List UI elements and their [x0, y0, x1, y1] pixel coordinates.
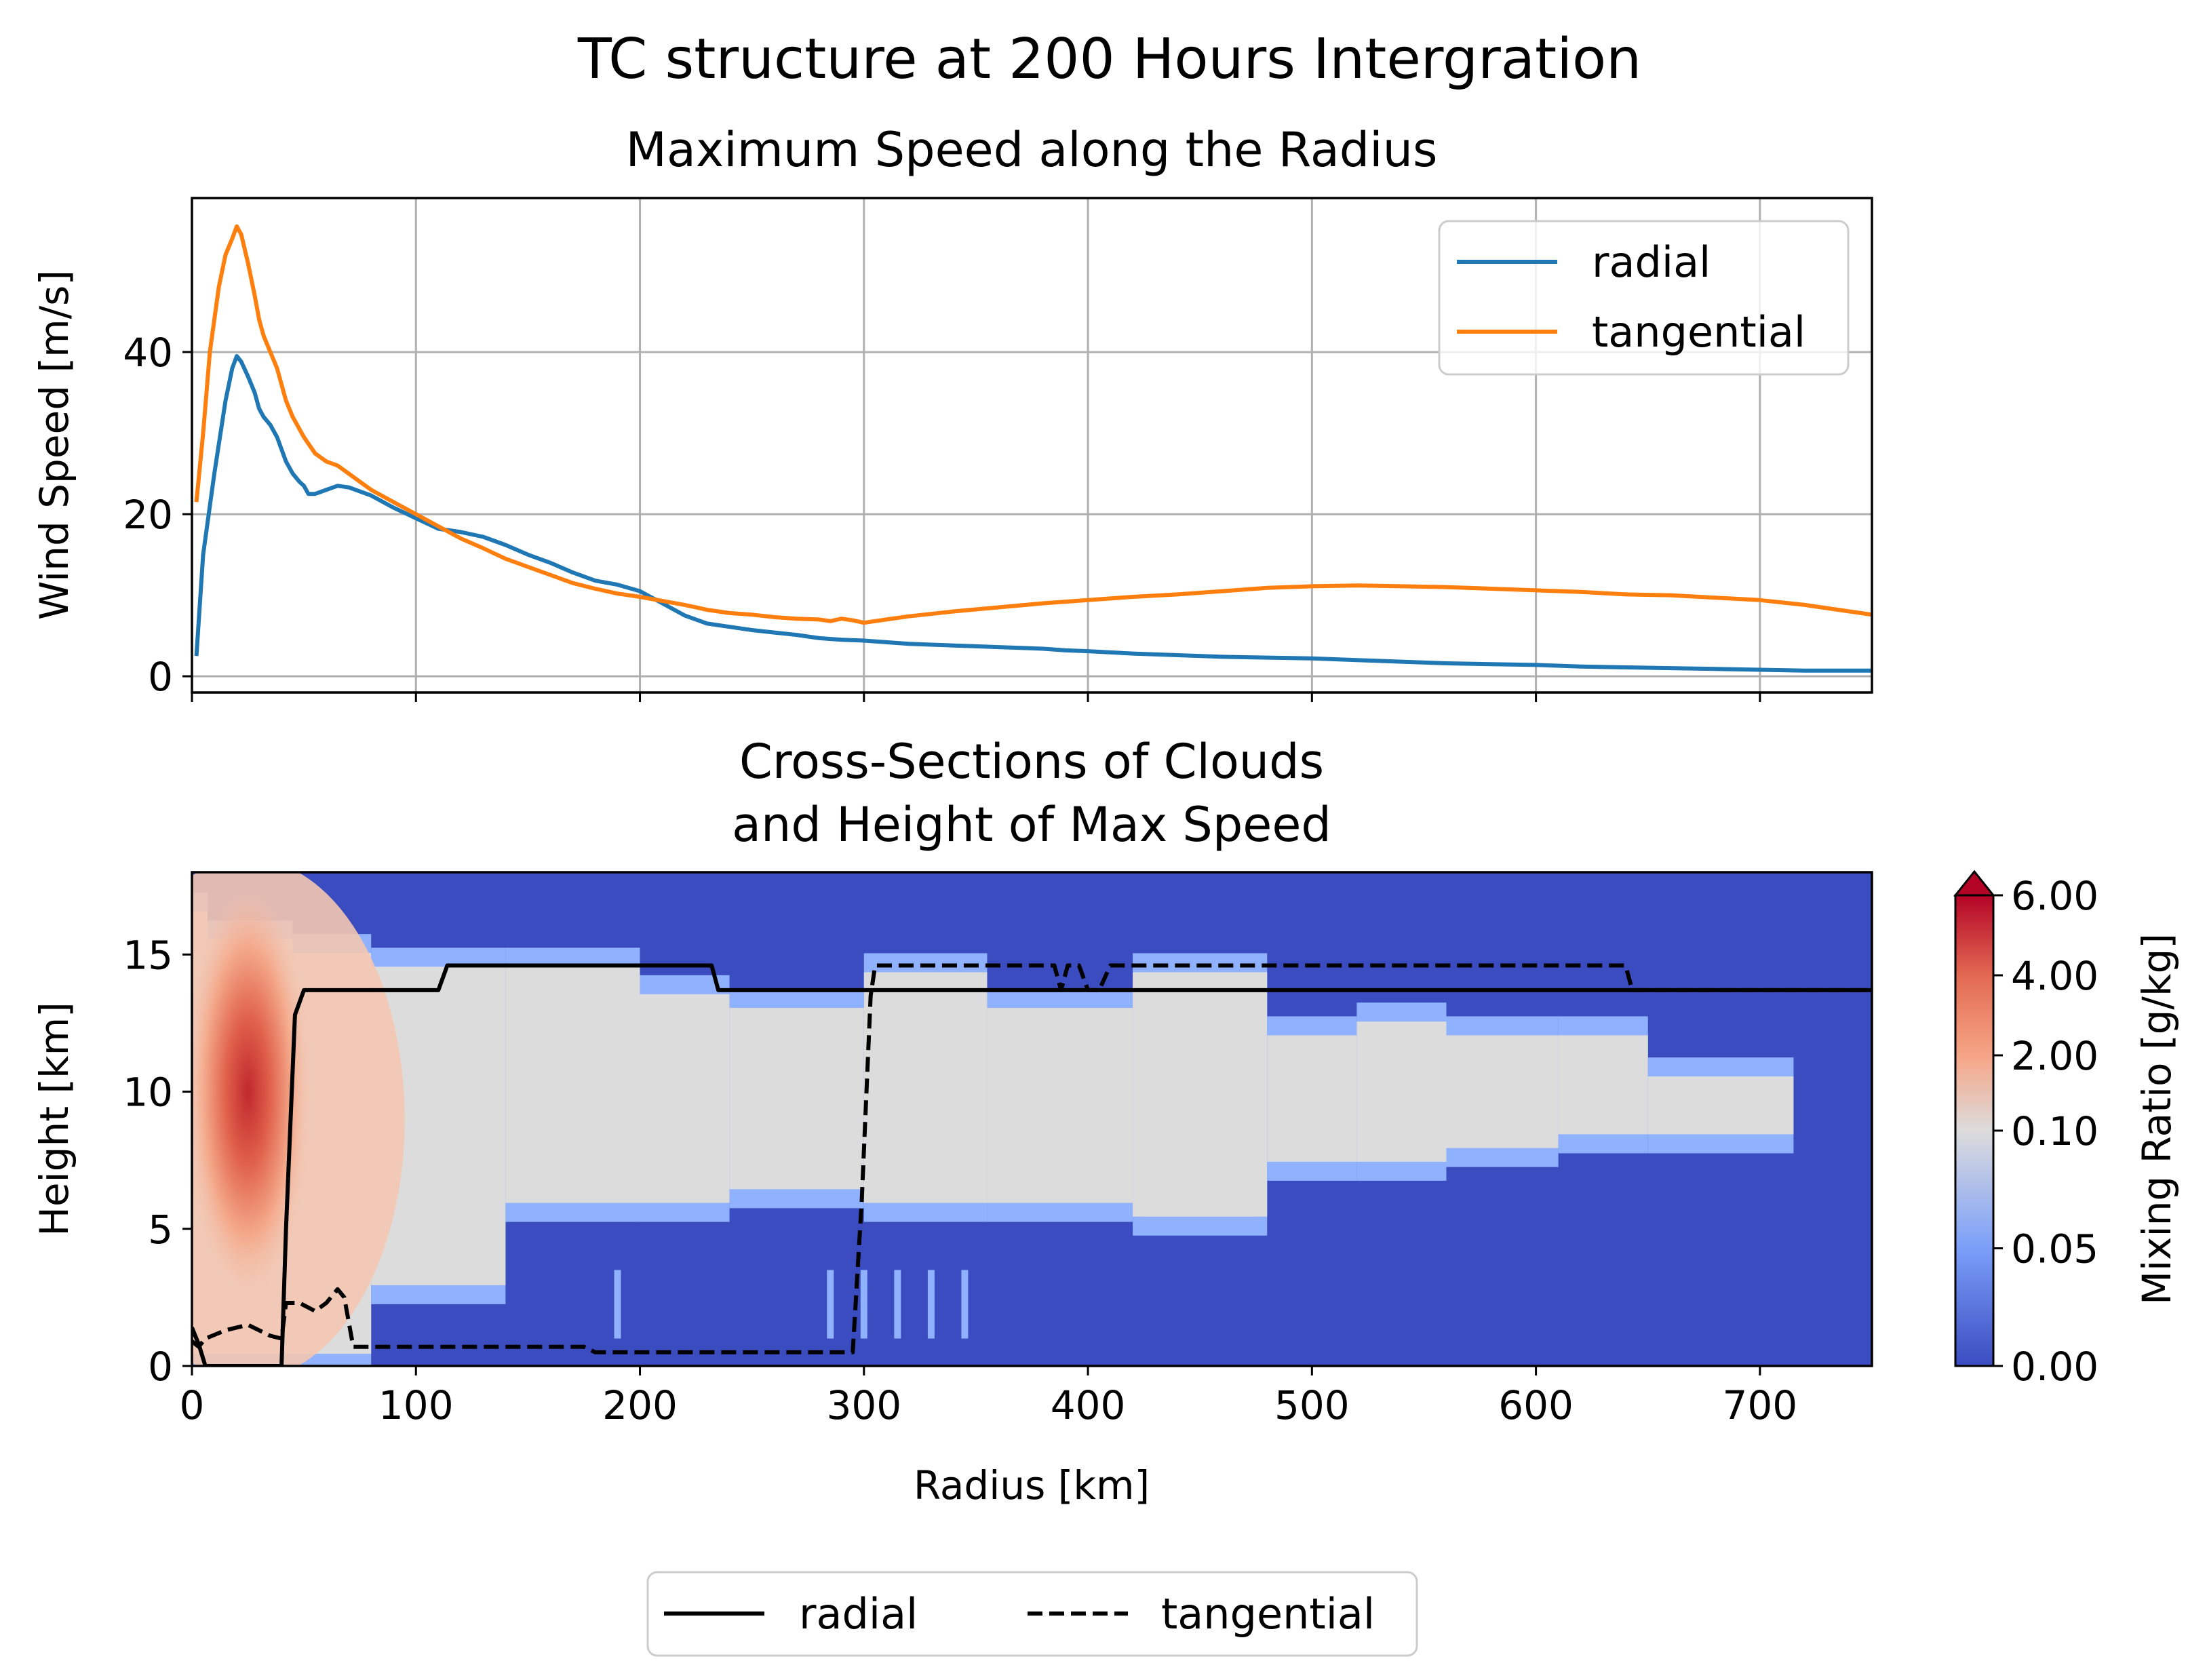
- bottom-axes-frame: [191, 871, 1873, 1367]
- bottom-x-tick-label: 200: [602, 1382, 678, 1428]
- bottom-x-tick-label: 0: [180, 1382, 205, 1428]
- cloud-body: [863, 972, 988, 1203]
- top-series-tangential-line: [194, 224, 1872, 625]
- cloud-body: [1446, 1035, 1559, 1148]
- bottom-x-tick-label: 300: [826, 1382, 901, 1428]
- cloud-body: [1558, 1035, 1648, 1135]
- bottom-legend: radial tangential: [646, 1571, 1418, 1657]
- cloud-body: [640, 994, 730, 1203]
- top-legend-radial-label: radial: [1592, 237, 1711, 287]
- cloud-core: [192, 886, 311, 1297]
- top-chart-title: Maximum Speed along the Radius: [626, 122, 1438, 178]
- bottom-axes: Cross-Sections of Clouds and Height of M…: [31, 734, 2180, 1657]
- top-y-tick-label: 20: [123, 492, 173, 538]
- colorbar-tick-label: 4.00: [2011, 953, 2098, 999]
- bottom-x-tick-label: 100: [378, 1382, 454, 1428]
- colorbar-extend-arrow: [1953, 870, 1996, 897]
- colorbar: 0.00 0.05 0.10 2.00 4.00 6.00 Mixing Ratio [g…: [1953, 870, 2180, 1390]
- cloud-mixing-ratio-field: [192, 872, 1794, 1366]
- top-y-axis-label: Wind Speed [m/s]: [31, 270, 77, 620]
- cloud-body: [729, 1008, 864, 1190]
- cloud-shaft: [827, 1270, 834, 1339]
- colorbar-ticks: 0.00 0.05 0.10 2.00 4.00 6.00: [1993, 873, 2098, 1390]
- top-y-tick-label: 40: [123, 330, 173, 376]
- colorbar-tick-label: 2.00: [2011, 1033, 2098, 1079]
- top-series-lines: [194, 224, 1872, 673]
- cloud-body: [1647, 1076, 1794, 1135]
- bottom-x-tick-label: 500: [1274, 1382, 1350, 1428]
- cloud-body: [987, 1008, 1133, 1203]
- top-axes-frame: [191, 197, 1873, 694]
- bottom-chart-title-line-1: Cross-Sections of Clouds: [739, 734, 1324, 789]
- colorbar-tick-label: 0.00: [2011, 1344, 2098, 1390]
- bottom-x-tick-label: 400: [1051, 1382, 1126, 1428]
- top-legend-box: [1438, 220, 1850, 376]
- bottom-series-tangential-line: [192, 963, 1872, 1354]
- colorbar-label: Mixing Ratio [g/kg]: [2134, 933, 2180, 1305]
- top-legend-tangential-label: tangential: [1592, 307, 1805, 357]
- cloud-shaft: [894, 1270, 901, 1339]
- colorbar-tick-label: 0.10: [2011, 1108, 2098, 1154]
- bottom-y-ticks: 0 5 10 15: [123, 932, 192, 1390]
- cloud-body: [1267, 1035, 1357, 1162]
- bottom-x-tick-label: 600: [1498, 1382, 1574, 1428]
- bottom-x-axis-label: Radius [km]: [914, 1462, 1150, 1508]
- top-x-ticks: [191, 692, 1761, 702]
- cloud-shaft: [927, 1270, 935, 1339]
- top-y-tick-label: 0: [148, 654, 173, 700]
- bottom-y-tick-label: 5: [148, 1207, 173, 1253]
- cloud-shaft: [614, 1270, 621, 1339]
- cloud-shaft: [961, 1270, 969, 1339]
- bottom-x-tick-label: 700: [1723, 1382, 1798, 1428]
- cloud-shaft: [860, 1270, 867, 1339]
- top-gridlines: [191, 198, 1872, 692]
- colorbar-gradient: [1954, 894, 1995, 1367]
- figure-suptitle: TC structure at 200 Hours Intergration: [577, 27, 1641, 92]
- colorbar-tick-label: 0.05: [2011, 1226, 2098, 1272]
- cloud-body: [1356, 1021, 1447, 1162]
- bottom-series-radial-line: [192, 963, 1872, 1366]
- cloud-body: [505, 966, 640, 1203]
- top-legend: radial tangential: [1438, 220, 1850, 376]
- bottom-y-tick-label: 0: [148, 1344, 173, 1390]
- top-axes: Maximum Speed along the Radius 0 20 40 Win…: [31, 122, 1873, 702]
- colorbar-tick-label: 6.00: [2011, 873, 2098, 919]
- top-y-ticks: 0 20 40: [123, 330, 192, 700]
- bottom-legend-radial-label: radial: [799, 1589, 918, 1639]
- bottom-legend-tangential-label: tangential: [1161, 1589, 1375, 1639]
- cloud-body: [1133, 972, 1268, 1217]
- max-speed-height-lines: [192, 963, 1872, 1366]
- top-series-radial-line: [194, 354, 1872, 673]
- bottom-y-tick-label: 15: [123, 932, 173, 978]
- bottom-y-axis-label: Height [km]: [31, 1002, 77, 1236]
- bottom-x-ticks: 0 100 200 300 400 500 600 700: [180, 1366, 1798, 1428]
- bottom-y-tick-label: 10: [123, 1070, 173, 1116]
- bottom-chart-title-line-2: and Height of Max Speed: [732, 797, 1331, 853]
